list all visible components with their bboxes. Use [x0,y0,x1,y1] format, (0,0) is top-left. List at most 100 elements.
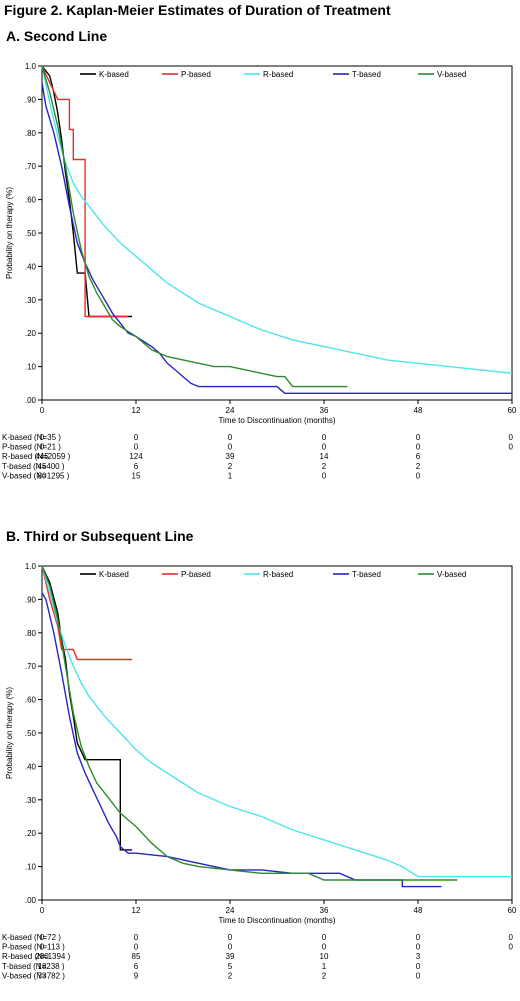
y-tick-label: .90 [25,595,37,604]
risk-table-value: 18 [38,962,47,971]
risk-table-row-label: K-based (N=72 ) [2,933,61,942]
risk-table-value: 0 [509,433,514,442]
y-tick-label: .80 [25,129,37,138]
y-tick-label: .30 [25,796,37,805]
risk-table-row-label: R-based (N=2059 ) [2,452,71,461]
y-axis-label: Probability on therapy (%) [5,187,14,279]
series-line-t-based [41,82,512,394]
y-tick-label: .50 [25,729,37,738]
legend-label: T-based [352,570,381,579]
legend-label: P-based [181,570,211,579]
y-tick-label: .00 [25,896,37,905]
legend-label: K-based [99,70,129,79]
risk-table-value: 0 [228,443,233,452]
risk-table-value: 0 [322,443,327,452]
legend-label: V-based [437,570,466,579]
risk-table-value: 39 [226,952,235,961]
risk-table-value: 0 [134,943,139,952]
risk-table-value: 0 [40,933,45,942]
y-tick-label: 1.0 [25,562,37,571]
panel-b-title: B. Third or Subsequent Line [6,528,194,544]
risk-table-value: 0 [509,443,514,452]
y-tick-label: .50 [25,229,37,238]
y-tick-label: .40 [25,762,37,771]
risk-table-value: 0 [322,943,327,952]
legend-label: P-based [181,70,211,79]
km-chart-third-line: .00.10.20.30.40.50.60.70.80.901.00 12 24 36… [2,562,517,980]
risk-table-value: 0 [509,933,514,942]
risk-table-value: 80 [38,471,47,480]
risk-table-value: 6 [134,962,139,971]
risk-table-row-label: R-based (N=1394 ) [2,952,71,961]
risk-table-value: 73 [38,971,47,980]
y-tick-label: .40 [25,262,37,271]
risk-table-value: 0 [134,433,139,442]
x-tick-label: 0 [40,906,45,915]
risk-table-value: 0 [416,962,421,971]
risk-table-value: 0 [416,971,421,980]
x-tick-label: 24 [226,906,235,915]
x-tick-label: 60 [508,906,517,915]
x-tick-label: 0 [40,406,45,415]
x-tick-label: 48 [414,906,423,915]
x-tick-label: 36 [320,406,329,415]
x-tick-label: 60 [508,406,517,415]
risk-table-value: 0 [416,471,421,480]
y-tick-label: .70 [25,662,37,671]
risk-table-value: 0 [416,433,421,442]
risk-table-value: 280 [35,952,49,961]
x-tick-label: 36 [320,906,329,915]
y-tick-label: 1.0 [25,62,37,71]
series-line-r-based [41,565,512,878]
legend-label: R-based [263,70,293,79]
y-axis-label: Probability on therapy (%) [5,687,14,779]
risk-table-value: 445 [35,452,49,461]
y-tick-label: .60 [25,196,37,205]
series-line-v-based [41,65,348,388]
y-tick-label: .10 [25,863,37,872]
risk-table-row-label: P-based (N=21 ) [2,443,61,452]
risk-table-row-label: V-based (N=782 ) [2,971,65,980]
y-tick-label: .90 [25,95,37,104]
legend-label: V-based [437,70,466,79]
risk-table-value: 0 [40,443,45,452]
x-tick-label: 12 [132,406,141,415]
y-tick-label: .30 [25,296,37,305]
risk-table-value: 0 [40,433,45,442]
series-line-k-based [41,65,133,318]
risk-table-value: 0 [416,943,421,952]
risk-table-value: 0 [228,933,233,942]
km-chart-second-line: .00.10.20.30.40.50.60.70.80.901.00 12 24 36… [2,62,517,480]
y-tick-label: .60 [25,696,37,705]
risk-table-value: 0 [134,443,139,452]
risk-table-value: 9 [134,971,139,980]
risk-table-value: 0 [40,943,45,952]
x-tick-label: 12 [132,906,141,915]
risk-table-value: 0 [228,433,233,442]
risk-table-value: 2 [228,971,233,980]
risk-table-value: 0 [228,943,233,952]
risk-table-value: 0 [134,933,139,942]
risk-table-value: 6 [134,462,139,471]
risk-table-value: 0 [509,943,514,952]
y-tick-label: .20 [25,829,37,838]
x-axis-label: Time to Discontinuation (months) [218,416,335,425]
x-tick-label: 24 [226,406,235,415]
risk-table-value: 124 [129,452,143,461]
risk-table-value: 39 [226,452,235,461]
x-axis-label: Time to Discontinuation (months) [218,916,335,925]
legend-label: R-based [263,570,293,579]
y-tick-label: .10 [25,363,37,372]
series-line-p-based [41,565,133,661]
series-line-r-based [41,65,513,374]
risk-table-value: 45 [38,462,47,471]
risk-table-value: 1 [228,471,233,480]
panel-a-title: A. Second Line [6,28,108,44]
risk-table-row-label: K-based (N=35 ) [2,433,61,442]
series-line-t-based [41,592,442,888]
risk-table-row-label: P-based (N=113 ) [2,943,65,952]
x-tick-label: 48 [414,406,423,415]
risk-table-value: 2 [322,462,327,471]
risk-table-row-label: T-based (N=400 ) [2,462,65,471]
risk-table-value: 2 [416,462,421,471]
